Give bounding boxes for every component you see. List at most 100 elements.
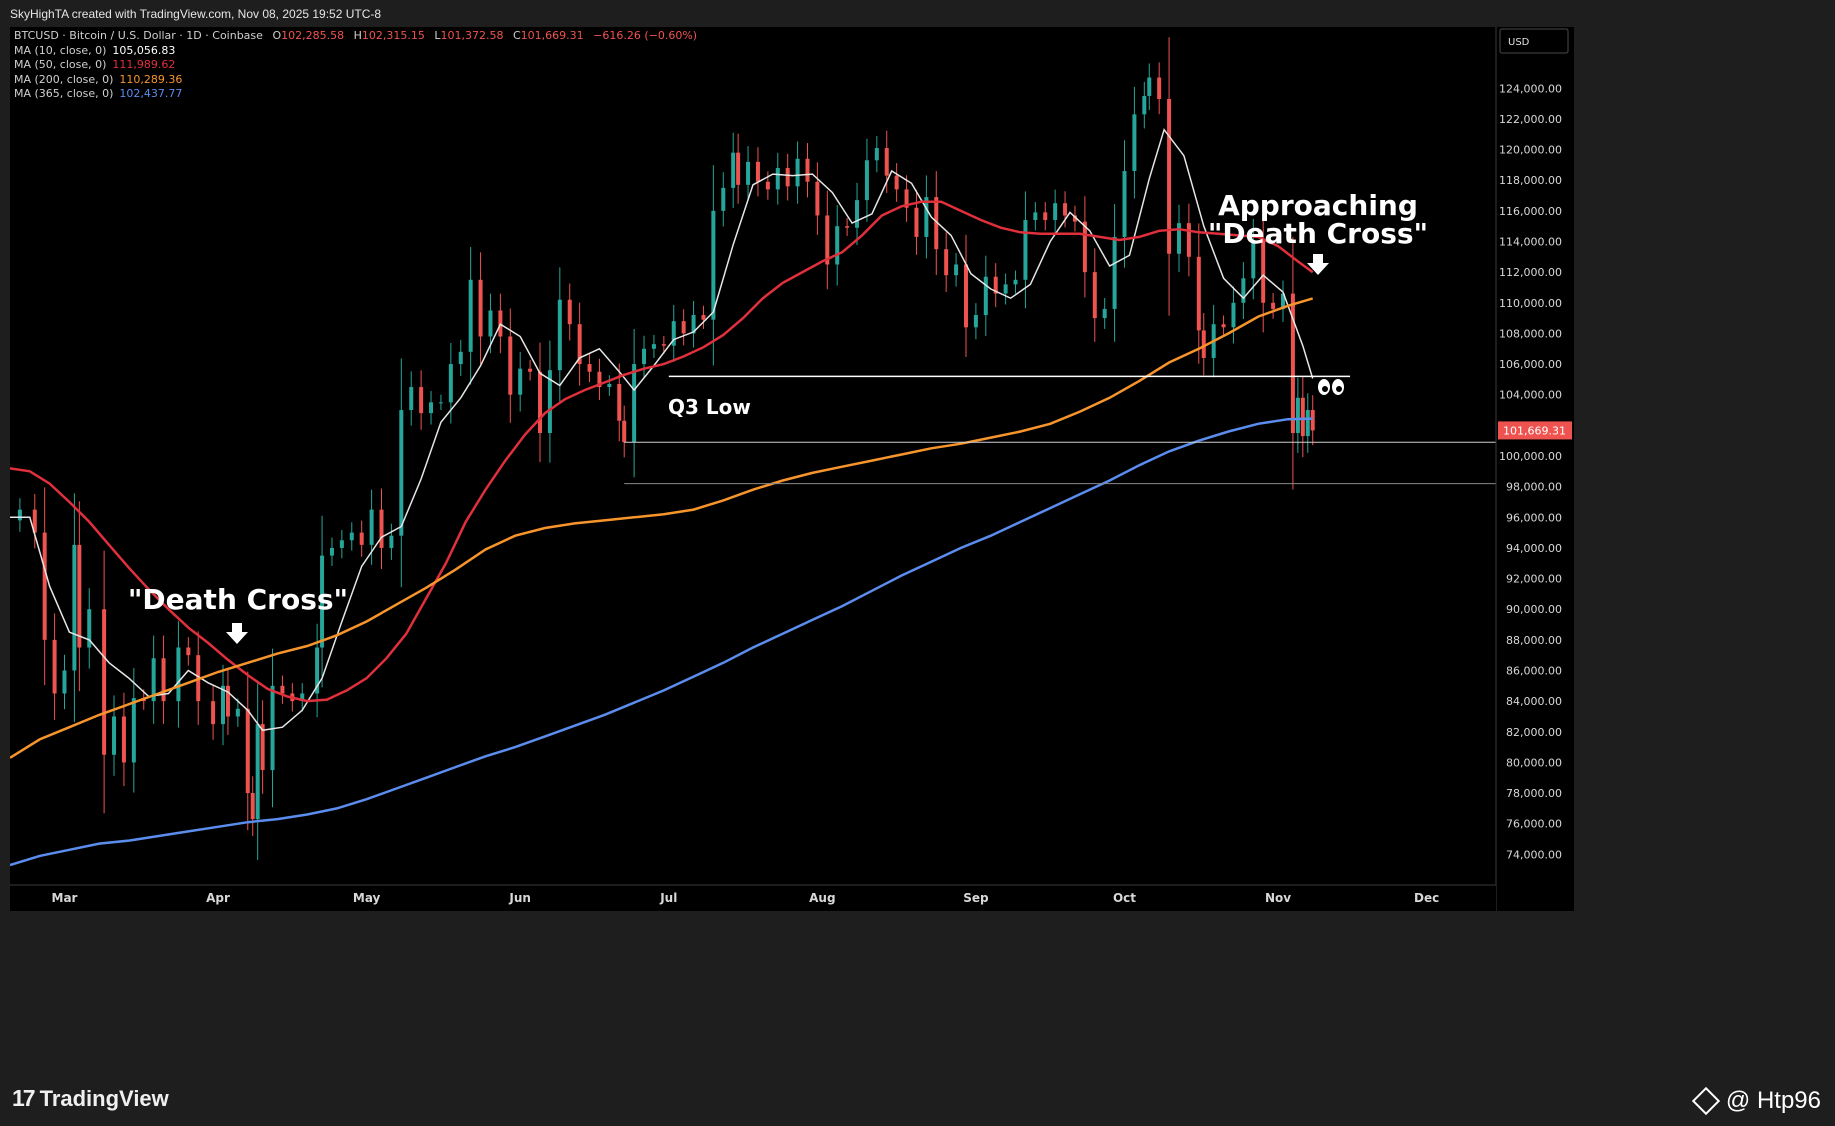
last-price-value: 101,669.31 xyxy=(1503,424,1566,437)
last-price-badge: 101,669.31 xyxy=(1498,421,1572,440)
tradingview-wordmark: TradingView xyxy=(39,1085,169,1111)
price-tick-label: 92,000.00 xyxy=(1506,573,1562,586)
price-tick-label: 84,000.00 xyxy=(1506,695,1562,708)
candle-body xyxy=(1033,212,1038,221)
candle-body xyxy=(924,197,929,237)
candle-body xyxy=(211,701,216,725)
candle-body xyxy=(993,276,998,294)
candle-body xyxy=(765,181,770,190)
time-axis[interactable] xyxy=(10,885,1496,911)
tradingview-logo[interactable]: 17 TradingView xyxy=(12,1085,169,1112)
candle-body xyxy=(87,609,92,648)
candle-body xyxy=(389,535,394,548)
candle-body xyxy=(538,371,543,434)
candle-body xyxy=(399,410,404,536)
price-tick-label: 74,000.00 xyxy=(1506,848,1562,861)
candle-body xyxy=(731,152,736,188)
down-arrow-icon xyxy=(226,623,248,644)
candle-body xyxy=(1241,278,1246,303)
candle-body xyxy=(1157,77,1162,100)
price-tick-label: 104,000.00 xyxy=(1499,389,1562,402)
last-price-box xyxy=(1498,421,1572,440)
candle-body xyxy=(1122,171,1127,237)
approaching-annotation-line1: Approaching xyxy=(1218,189,1418,222)
candle-body xyxy=(617,383,622,421)
candle-body xyxy=(805,158,810,182)
tradingview-mark-icon: 17 xyxy=(12,1085,36,1111)
time-tick-label: Apr xyxy=(206,891,230,905)
candle-body xyxy=(320,555,325,648)
price-tick-label: 116,000.00 xyxy=(1499,205,1562,218)
candle-body xyxy=(1186,223,1191,257)
price-axis[interactable] xyxy=(1496,27,1574,911)
candle-body xyxy=(220,685,225,725)
footer-bar: 17 TradingView @ Htp96 xyxy=(0,1067,1835,1126)
candle-body xyxy=(661,344,666,346)
price-chart[interactable]: "Death Cross" Approaching "Death Cross" … xyxy=(10,27,1574,911)
candle-body xyxy=(1147,77,1152,96)
candle-body xyxy=(1196,256,1201,331)
candle-body xyxy=(701,315,706,320)
ma200-line xyxy=(10,297,1314,759)
ma365-line xyxy=(10,417,1313,867)
price-tick-label: 88,000.00 xyxy=(1506,634,1562,647)
candle-body xyxy=(835,226,840,265)
candle-body xyxy=(245,708,250,794)
ma365-legend-label: MA (365, close, 0) xyxy=(14,87,113,100)
candle-body xyxy=(1053,203,1058,221)
svg-text:MA (200, close, 0)110,289.36: MA (200, close, 0) 110,289.36 xyxy=(14,73,182,86)
down-arrow-icon xyxy=(1307,254,1329,275)
price-tick-label: 86,000.00 xyxy=(1506,665,1562,678)
eyes-icon xyxy=(1318,379,1344,395)
price-tick-label: 90,000.00 xyxy=(1506,603,1562,616)
svg-text:MA (365, close, 0)102,437.77: MA (365, close, 0) 102,437.77 xyxy=(14,87,182,100)
candle-body xyxy=(1142,95,1147,115)
time-tick-label: Aug xyxy=(809,891,835,905)
header-bar: SkyHighTA created with TradingView.com, … xyxy=(0,0,1835,27)
candle-body xyxy=(874,148,879,161)
candle-body xyxy=(904,189,909,208)
candle-body xyxy=(518,368,523,395)
candle-body xyxy=(1167,99,1172,254)
time-tick-label: Nov xyxy=(1265,891,1291,905)
moving-averages-layer xyxy=(10,128,1314,867)
approaching-annotation-line2: "Death Cross" xyxy=(1208,217,1428,250)
candle-body xyxy=(547,370,552,434)
candle-body xyxy=(1305,410,1310,437)
price-tick-label: 110,000.00 xyxy=(1499,297,1562,310)
svg-text:MA (50, close, 0)111,989.62: MA (50, close, 0) 111,989.62 xyxy=(14,58,175,71)
price-tick-label: 96,000.00 xyxy=(1506,511,1562,524)
candle-body xyxy=(315,647,320,694)
candle-body xyxy=(855,200,860,228)
candle-body xyxy=(894,175,899,190)
candle-body xyxy=(62,670,67,694)
currency-label: USD xyxy=(1508,37,1530,48)
candle-body xyxy=(671,321,676,346)
time-tick-label: Sep xyxy=(963,891,989,905)
ma10-line xyxy=(10,128,1314,732)
time-tick-label: May xyxy=(353,891,381,905)
candle-body xyxy=(235,708,240,717)
credit-text: SkyHighTA created with TradingView.com, … xyxy=(10,7,382,21)
candle-body xyxy=(1295,397,1300,434)
ma50-line xyxy=(10,200,1314,703)
candle-body xyxy=(1013,279,1018,285)
candle-body xyxy=(1221,324,1226,328)
candle-body xyxy=(721,187,726,211)
time-tick-label: Oct xyxy=(1113,891,1136,905)
price-tick-label: 120,000.00 xyxy=(1499,144,1562,157)
candle-body xyxy=(934,197,939,250)
chart-background xyxy=(10,27,1574,911)
time-tick-label: Mar xyxy=(52,891,78,905)
candle-body xyxy=(359,532,364,545)
candle-body xyxy=(1231,302,1236,328)
candle-body xyxy=(1251,239,1256,279)
candle-body xyxy=(845,226,850,228)
candle-body xyxy=(121,716,126,763)
candle-body xyxy=(607,383,612,388)
candle-body xyxy=(681,321,686,334)
price-tick-label: 100,000.00 xyxy=(1499,450,1562,463)
currency-button[interactable] xyxy=(1499,28,1569,54)
q3-low-label: Q3 Low xyxy=(668,395,751,419)
candle-body xyxy=(691,315,696,334)
